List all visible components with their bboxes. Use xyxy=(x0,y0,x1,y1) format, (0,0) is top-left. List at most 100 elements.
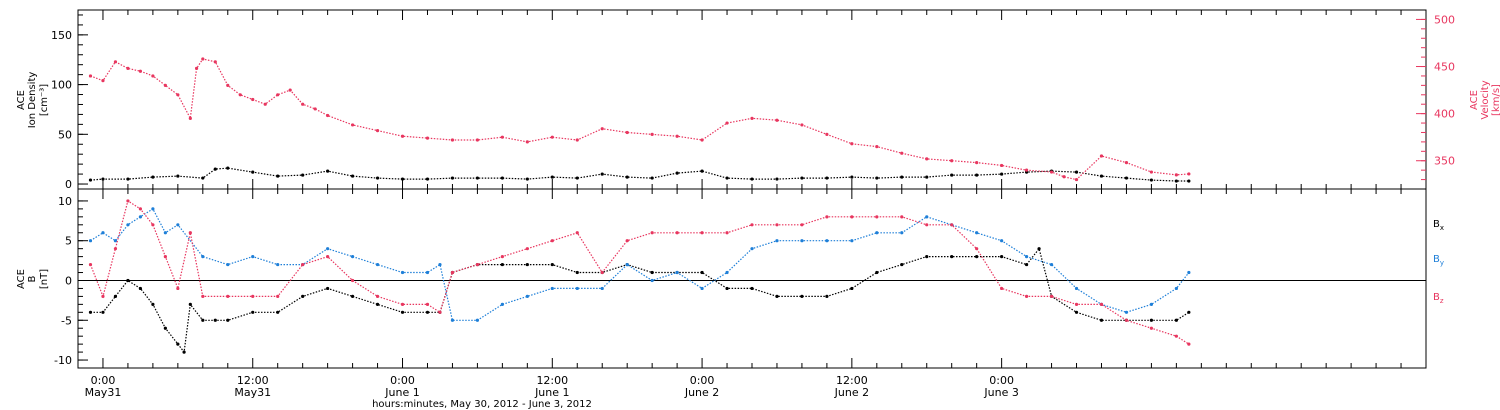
series-layer xyxy=(88,57,1191,354)
velocity-point xyxy=(550,135,554,139)
by-point xyxy=(101,231,105,235)
density-line xyxy=(90,167,1189,182)
bx-point xyxy=(251,310,255,314)
bx-point xyxy=(176,342,180,346)
by-point xyxy=(138,215,143,219)
velocity-point xyxy=(88,74,93,78)
velocity-point xyxy=(450,138,455,142)
velocity-point xyxy=(575,138,579,142)
time-tick-label: 12:00 xyxy=(836,374,868,387)
bx-point xyxy=(950,255,954,259)
density-tick-label: 0 xyxy=(65,178,72,191)
bz-point xyxy=(650,231,654,235)
bz-point xyxy=(850,215,854,219)
by-point xyxy=(88,239,93,243)
density-point xyxy=(725,176,729,180)
bx-point xyxy=(725,286,729,291)
by-point xyxy=(326,247,330,251)
bz-point xyxy=(276,294,280,298)
time-tick-label: 0:00 xyxy=(690,374,715,387)
bx-point xyxy=(1074,310,1079,314)
by-point xyxy=(350,255,355,259)
by-point xyxy=(375,262,380,267)
density-point xyxy=(126,177,130,181)
density-point xyxy=(425,177,430,181)
bx-point xyxy=(700,270,704,275)
velocity-point xyxy=(288,88,292,92)
velocity-point xyxy=(925,157,929,161)
bx-point xyxy=(825,294,829,298)
bz-point xyxy=(975,247,979,251)
density-point xyxy=(1174,179,1178,183)
by-point xyxy=(126,223,130,227)
velocity-tick-label: 450 xyxy=(1434,61,1455,74)
velocity-point xyxy=(900,151,904,155)
bz-point xyxy=(625,239,629,243)
by-point xyxy=(925,215,929,219)
density-point xyxy=(1187,179,1191,183)
velocity-axis: 350 400 450 500 xyxy=(1416,13,1455,181)
by-point xyxy=(875,231,879,235)
bx-point xyxy=(900,262,904,267)
bz-point xyxy=(525,247,529,251)
density-point xyxy=(276,174,280,178)
time-tick-label: 0:00 xyxy=(390,374,415,387)
bz-point xyxy=(375,294,380,298)
field-tick-label: 0 xyxy=(65,274,72,287)
velocity-point xyxy=(600,127,604,131)
velocity-tick-label: 350 xyxy=(1434,155,1455,168)
time-tick-label: 0:00 xyxy=(91,374,116,387)
bx-point xyxy=(650,270,654,275)
by-point xyxy=(725,270,729,275)
date-tick-label: May31 xyxy=(85,386,122,399)
bz-point xyxy=(900,215,904,219)
velocity-point xyxy=(750,116,754,120)
bz-point xyxy=(775,223,779,227)
x-axis-title: hours:minutes, May 30, 2012 - June 3, 20… xyxy=(372,399,592,410)
velocity-point xyxy=(825,132,829,136)
velocity-point xyxy=(276,93,280,97)
velocity-point xyxy=(975,161,979,165)
bx-point xyxy=(375,302,380,306)
density-point xyxy=(625,175,629,179)
by-line xyxy=(90,208,1190,321)
velocity-point xyxy=(725,121,729,125)
by-point xyxy=(850,239,854,243)
velocity-point xyxy=(163,83,167,87)
velocity-point xyxy=(475,138,480,142)
density-point xyxy=(875,176,879,180)
bz-point xyxy=(500,255,504,259)
by-point xyxy=(1187,270,1191,275)
bx-point xyxy=(925,255,929,259)
bz-point xyxy=(438,310,442,314)
density-point xyxy=(1000,172,1004,176)
density-point xyxy=(1149,178,1154,182)
bx-point xyxy=(1149,318,1154,322)
bx-line xyxy=(90,247,1190,354)
by-point xyxy=(750,247,754,251)
density-point xyxy=(550,175,554,179)
velocity-axis-title-line3: [km/s] xyxy=(1491,84,1500,116)
density-tick-label: 100 xyxy=(51,79,72,92)
bz-point xyxy=(875,215,879,219)
date-tick-label: May31 xyxy=(234,386,271,399)
density-axis-title-line2: Ion Density xyxy=(27,72,38,129)
velocity-point xyxy=(151,74,155,78)
bx-point xyxy=(301,294,305,298)
bx-point xyxy=(975,255,979,259)
by-point xyxy=(575,286,579,291)
velocity-point xyxy=(500,135,504,139)
field-axis-title-line3: [nT] xyxy=(39,269,50,289)
bz-point xyxy=(88,262,93,267)
bx-point xyxy=(550,262,554,267)
density-point xyxy=(525,177,529,181)
density-point xyxy=(1124,176,1129,180)
density-point xyxy=(213,167,217,171)
velocity-axis-title-line1: ACE xyxy=(1469,90,1480,110)
bz-point xyxy=(1099,302,1104,306)
bx-point xyxy=(113,294,118,298)
bz-point xyxy=(226,294,230,298)
density-point xyxy=(101,177,105,181)
by-point xyxy=(500,302,504,306)
